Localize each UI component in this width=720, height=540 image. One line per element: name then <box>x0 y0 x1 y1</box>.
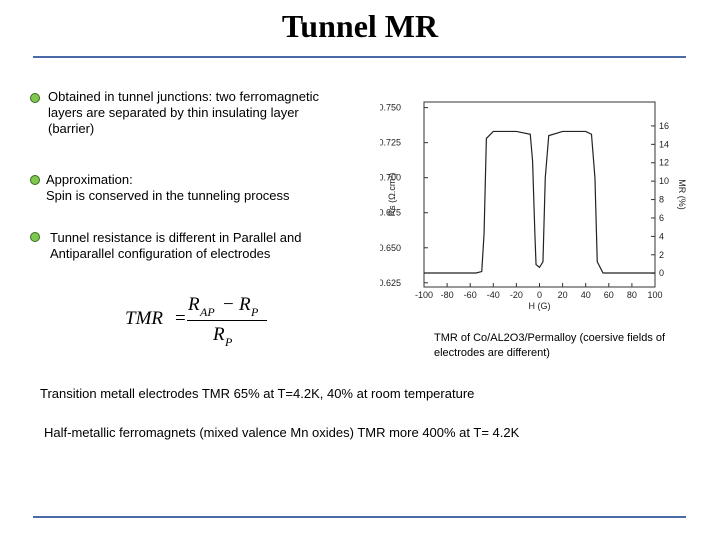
note: Transition metall electrodes TMR 65% at … <box>40 386 475 401</box>
x-tick-label: 100 <box>647 290 662 300</box>
x-tick-label: 60 <box>604 290 614 300</box>
y2-tick-label: 16 <box>659 121 669 131</box>
x-tick-label: -60 <box>464 290 477 300</box>
bullet: Obtained in tunnel junctions: two ferrom… <box>48 89 319 136</box>
y2-tick-label: 10 <box>659 176 669 186</box>
y2-axis-label: MR (%) <box>677 179 687 210</box>
x-tick-label: 80 <box>627 290 637 300</box>
note: Half-metallic ferromagnets (mixed valenc… <box>44 425 520 440</box>
x-tick-label: 40 <box>581 290 591 300</box>
y2-tick-label: 0 <box>659 268 664 278</box>
y-tick-label: 0.700 <box>380 173 401 183</box>
formula-term: R <box>239 294 251 315</box>
y2-tick-label: 12 <box>659 158 669 168</box>
formula: TMR = R AP − R P R P <box>125 292 275 352</box>
y-tick-label: 0.675 <box>380 208 401 218</box>
x-axis-label: H (G) <box>529 301 551 311</box>
bullet: Tunnel resistance is different in Parall… <box>50 230 302 261</box>
formula-term: R <box>188 294 200 315</box>
x-tick-label: -100 <box>415 290 433 300</box>
y2-tick-label: 6 <box>659 213 664 223</box>
y2-tick-label: 2 <box>659 250 664 260</box>
bullet-marker <box>30 232 40 242</box>
formula-sub: AP <box>200 305 215 319</box>
formula-lhs: TMR <box>125 308 163 329</box>
title: Tunnel MR <box>281 8 439 44</box>
x-tick-label: -20 <box>510 290 523 300</box>
y2-tick-label: 8 <box>659 195 664 205</box>
figure: -100 -80 -60 -40 -20 0 20 40 60 80 1000.6250.6500.… <box>380 101 687 311</box>
rule <box>33 56 686 58</box>
formula-op: = <box>175 308 186 329</box>
formula-term: R <box>213 324 225 345</box>
y-axis-label: Rs (Ω.cm²) <box>387 173 397 217</box>
formula-sub: P <box>251 305 259 319</box>
formula-op: − <box>223 294 234 315</box>
plot-frame <box>423 101 656 288</box>
bullet-marker <box>30 175 40 185</box>
y2-tick-label: 4 <box>659 231 664 241</box>
y-tick-label: 0.650 <box>380 243 401 253</box>
y-tick-label: 0.725 <box>380 138 401 148</box>
rule <box>33 516 686 518</box>
caption: TMR of Co/AL2O3/Permalloy (coersive fiel… <box>434 332 666 359</box>
y-tick-label: 0.625 <box>380 278 401 288</box>
x-tick-label: -80 <box>441 290 454 300</box>
fraction-bar <box>187 320 267 321</box>
x-tick-label: 20 <box>558 290 568 300</box>
formula-sub: P <box>225 335 233 349</box>
bullet-marker <box>30 93 40 103</box>
x-tick-label: -40 <box>487 290 500 300</box>
x-tick-label: 0 <box>537 290 542 300</box>
data-line <box>424 130 655 274</box>
bullet: Approximation: Spin is conserved in the … <box>46 172 290 203</box>
y-tick-label: 0.750 <box>380 103 401 113</box>
y2-tick-label: 14 <box>659 139 669 149</box>
